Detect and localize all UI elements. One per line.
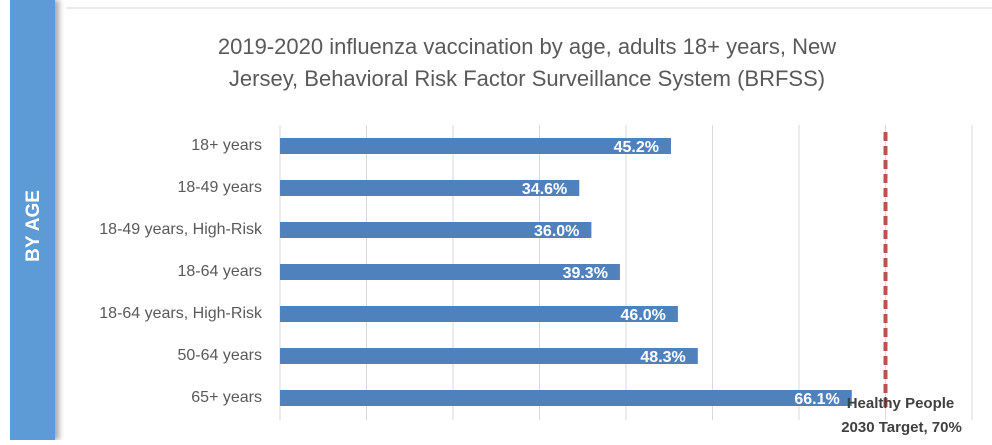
y-tick-label: 18-64 years (178, 263, 263, 280)
bar (280, 306, 678, 322)
value-label: 45.2% (614, 139, 659, 156)
bar (280, 348, 698, 364)
sidebar (10, 0, 55, 440)
bar (280, 222, 592, 238)
y-tick-label: 50-64 years (178, 347, 263, 364)
y-tick-label: 65+ years (191, 389, 262, 406)
value-label: 36.0% (534, 223, 579, 240)
chart-title: Jersey, Behavioral Risk Factor Surveilla… (229, 66, 825, 91)
y-tick-label: 18-49 years (178, 179, 263, 196)
value-label: 66.1% (794, 391, 839, 408)
chart-title: 2019-2020 influenza vaccination by age, … (218, 34, 836, 59)
value-label: 39.3% (563, 265, 608, 282)
value-label: 34.6% (522, 181, 567, 198)
sidebar-label: BY AGE (23, 190, 44, 262)
bar (280, 180, 580, 196)
bar (280, 138, 671, 154)
value-label: 48.3% (640, 349, 685, 366)
value-label: 46.0% (621, 307, 666, 324)
y-tick-label: 18-49 years, High-Risk (99, 221, 263, 238)
target-label: Healthy People (847, 395, 955, 412)
y-tick-label: 18-64 years, High-Risk (99, 305, 263, 322)
target-label: 2030 Target, 70% (841, 419, 962, 436)
bar (280, 264, 620, 280)
bar (280, 390, 852, 406)
y-tick-label: 18+ years (191, 137, 262, 154)
